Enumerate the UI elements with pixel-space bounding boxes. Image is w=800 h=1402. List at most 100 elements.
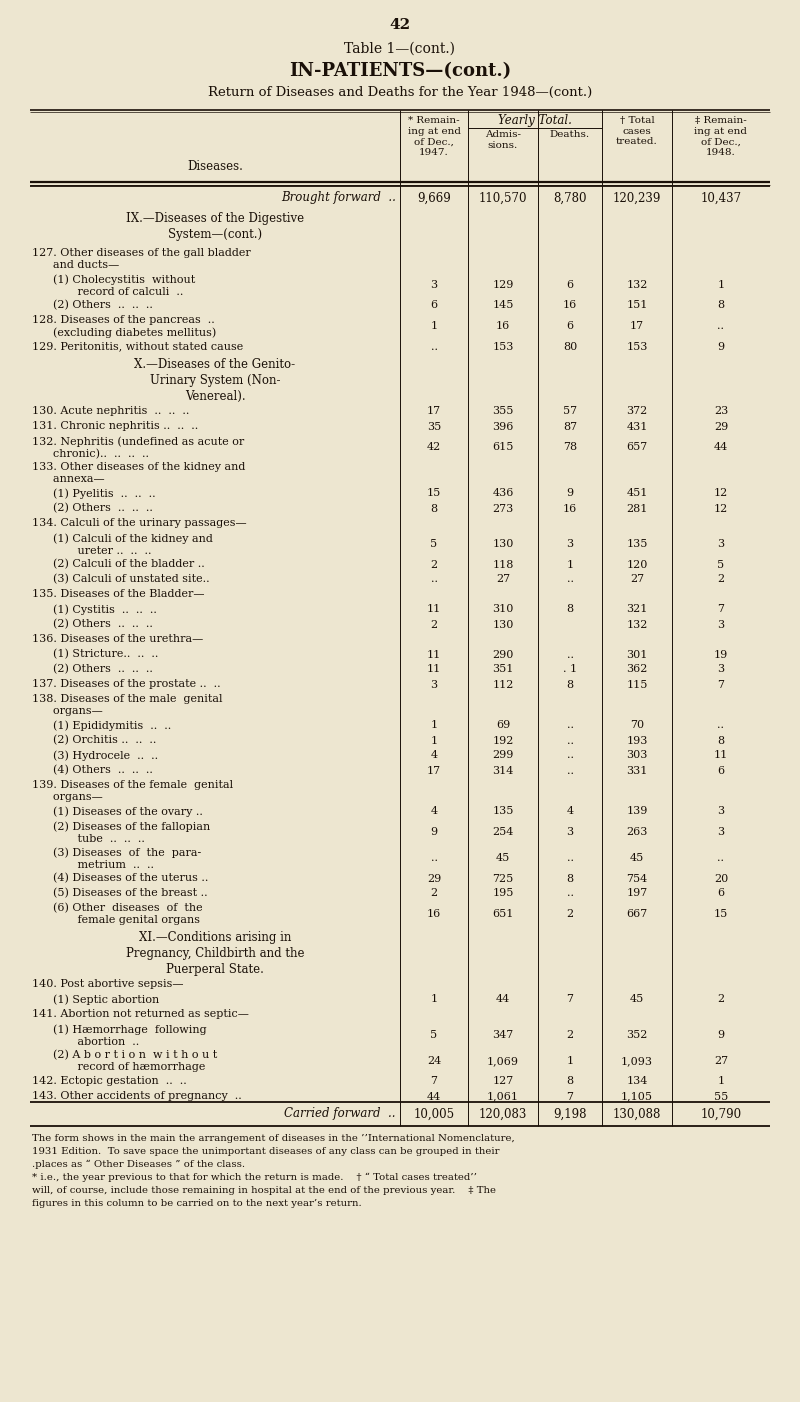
Text: 431: 431 — [626, 422, 648, 432]
Text: 17: 17 — [427, 407, 441, 416]
Text: ‡ Remain-
ing at end
of Dec.,
1948.: ‡ Remain- ing at end of Dec., 1948. — [694, 116, 747, 157]
Text: 140. Post abortive sepsis—: 140. Post abortive sepsis— — [32, 979, 183, 988]
Text: 29: 29 — [714, 422, 728, 432]
Text: 299: 299 — [492, 750, 514, 760]
Text: 9: 9 — [718, 1030, 725, 1040]
Text: 134: 134 — [626, 1077, 648, 1087]
Text: 451: 451 — [626, 488, 648, 499]
Text: XI.—Conditions arising in
Pregnancy, Childbirth and the
Puerperal State.: XI.—Conditions arising in Pregnancy, Chi… — [126, 931, 304, 976]
Text: 143. Other accidents of pregnancy  ..: 143. Other accidents of pregnancy .. — [32, 1091, 242, 1101]
Text: ..: .. — [566, 765, 574, 775]
Text: 651: 651 — [492, 908, 514, 918]
Text: Carried forward  ..: Carried forward .. — [285, 1108, 396, 1120]
Text: 9: 9 — [718, 342, 725, 352]
Text: 1,093: 1,093 — [621, 1056, 653, 1066]
Text: 12: 12 — [714, 503, 728, 513]
Text: 1: 1 — [430, 736, 438, 746]
Text: (2) Others  ..  ..  ..: (2) Others .. .. .. — [32, 620, 153, 629]
Text: * i.e., the year previous to that for which the return is made.    † “ Total cas: * i.e., the year previous to that for wh… — [32, 1173, 477, 1182]
Text: .places as “ Other Diseases ” of the class.: .places as “ Other Diseases ” of the cla… — [32, 1159, 245, 1169]
Text: 135: 135 — [492, 806, 514, 816]
Text: 27: 27 — [496, 575, 510, 585]
Text: 6: 6 — [566, 321, 574, 331]
Text: 362: 362 — [626, 665, 648, 674]
Text: ..: .. — [430, 342, 438, 352]
Text: 10,437: 10,437 — [701, 192, 742, 205]
Text: 29: 29 — [427, 873, 441, 883]
Text: 16: 16 — [563, 503, 577, 513]
Text: 15: 15 — [714, 908, 728, 918]
Text: 2: 2 — [718, 575, 725, 585]
Text: 145: 145 — [492, 300, 514, 310]
Text: ..: .. — [430, 575, 438, 585]
Text: 10,005: 10,005 — [414, 1108, 454, 1120]
Text: 8: 8 — [430, 503, 438, 513]
Text: (1) Septic abortion: (1) Septic abortion — [32, 994, 159, 1005]
Text: 351: 351 — [492, 665, 514, 674]
Text: (2) Others  ..  ..  ..: (2) Others .. .. .. — [32, 503, 153, 513]
Text: 129: 129 — [492, 280, 514, 290]
Text: 142. Ectopic gestation  ..  ..: 142. Ectopic gestation .. .. — [32, 1075, 186, 1087]
Text: . 1: . 1 — [563, 665, 577, 674]
Text: 10,790: 10,790 — [701, 1108, 742, 1120]
Text: ..: .. — [566, 736, 574, 746]
Text: 4: 4 — [430, 750, 438, 760]
Text: 5: 5 — [430, 1030, 438, 1040]
Text: 44: 44 — [427, 1092, 441, 1102]
Text: 151: 151 — [626, 300, 648, 310]
Text: ..: .. — [566, 750, 574, 760]
Text: 118: 118 — [492, 559, 514, 569]
Text: 115: 115 — [626, 680, 648, 690]
Text: 23: 23 — [714, 407, 728, 416]
Text: ..: .. — [566, 889, 574, 899]
Text: 132: 132 — [626, 280, 648, 290]
Text: 321: 321 — [626, 604, 648, 614]
Text: 131. Chronic nephritis ..  ..  ..: 131. Chronic nephritis .. .. .. — [32, 421, 198, 430]
Text: 110,570: 110,570 — [478, 192, 527, 205]
Text: 192: 192 — [492, 736, 514, 746]
Text: 290: 290 — [492, 649, 514, 659]
Text: 120: 120 — [626, 559, 648, 569]
Text: 3: 3 — [718, 806, 725, 816]
Text: 11: 11 — [427, 604, 441, 614]
Text: 24: 24 — [427, 1056, 441, 1066]
Text: 3: 3 — [566, 538, 574, 550]
Text: 3: 3 — [430, 280, 438, 290]
Text: † Total
cases
treated.: † Total cases treated. — [616, 116, 658, 146]
Text: 1: 1 — [718, 280, 725, 290]
Text: 1,069: 1,069 — [487, 1056, 519, 1066]
Text: Deaths.: Deaths. — [550, 130, 590, 139]
Text: 9: 9 — [566, 488, 574, 499]
Text: (1) Pyelitis  ..  ..  ..: (1) Pyelitis .. .. .. — [32, 488, 156, 499]
Text: 11: 11 — [714, 750, 728, 760]
Text: 11: 11 — [427, 665, 441, 674]
Text: 9: 9 — [430, 827, 438, 837]
Text: Return of Diseases and Deaths for the Year 1948—(cont.): Return of Diseases and Deaths for the Ye… — [208, 86, 592, 100]
Text: 112: 112 — [492, 680, 514, 690]
Text: 139. Diseases of the female  genital
      organs—: 139. Diseases of the female genital orga… — [32, 780, 233, 802]
Text: 355: 355 — [492, 407, 514, 416]
Text: 8: 8 — [718, 736, 725, 746]
Text: 137. Diseases of the prostate ..  ..: 137. Diseases of the prostate .. .. — [32, 679, 221, 688]
Text: 310: 310 — [492, 604, 514, 614]
Text: 7: 7 — [718, 604, 725, 614]
Text: 1,061: 1,061 — [487, 1092, 519, 1102]
Text: 141. Abortion not returned as septic—: 141. Abortion not returned as septic— — [32, 1009, 249, 1019]
Text: ..: .. — [566, 575, 574, 585]
Text: 314: 314 — [492, 765, 514, 775]
Text: ..: .. — [718, 321, 725, 331]
Text: 19: 19 — [714, 649, 728, 659]
Text: ..: .. — [718, 721, 725, 730]
Text: 1: 1 — [718, 1077, 725, 1087]
Text: 127: 127 — [492, 1077, 514, 1087]
Text: 69: 69 — [496, 721, 510, 730]
Text: 725: 725 — [492, 873, 514, 883]
Text: 1: 1 — [430, 721, 438, 730]
Text: 138. Diseases of the male  genital
      organs—: 138. Diseases of the male genital organs… — [32, 694, 222, 716]
Text: 2: 2 — [718, 994, 725, 1004]
Text: 301: 301 — [626, 649, 648, 659]
Text: 27: 27 — [714, 1056, 728, 1066]
Text: 1: 1 — [566, 559, 574, 569]
Text: 17: 17 — [630, 321, 644, 331]
Text: 135: 135 — [626, 538, 648, 550]
